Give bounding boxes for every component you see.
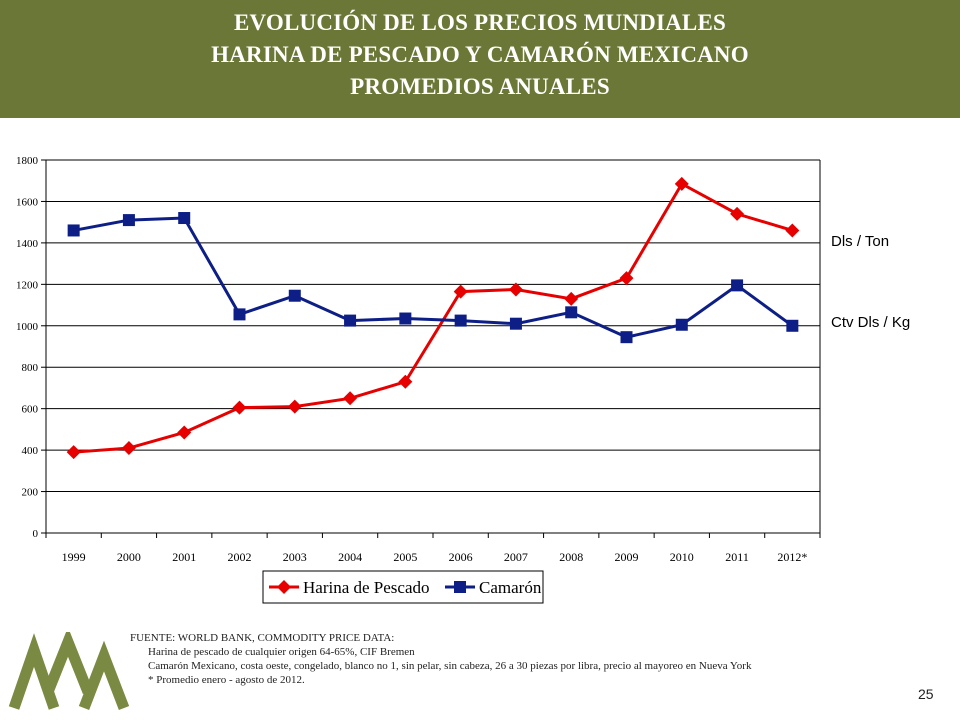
unit-label-harina: Dls / Ton <box>831 233 890 250</box>
page-number: 25 <box>918 686 934 702</box>
x-tick-label: 2012* <box>777 550 807 564</box>
data-point-harina <box>287 399 302 414</box>
x-tick-label: 2008 <box>559 550 583 564</box>
data-point-camaron <box>565 306 578 319</box>
x-tick-label: 2009 <box>615 550 639 564</box>
y-tick-label: 200 <box>22 487 39 499</box>
data-point-harina <box>785 223 800 238</box>
source-line-1: Harina de pescado de cualquier origen 64… <box>148 646 415 658</box>
source-notes: FUENTE: WORLD BANK, COMMODITY PRICE DATA… <box>130 631 930 687</box>
y-tick-label: 1400 <box>16 238 39 250</box>
series-line-1 <box>73 216 794 339</box>
data-point-camaron <box>67 224 80 237</box>
price-line-chart: 0 200 400 600 800 1000 1200 1400 1600 1800 1999 20… <box>16 155 821 604</box>
y-tick-label: 1200 <box>16 279 39 291</box>
data-point-camaron <box>675 318 688 331</box>
data-point-camaron <box>344 314 357 327</box>
data-point-camaron <box>620 331 633 344</box>
y-tick-label: 1600 <box>16 196 39 208</box>
data-point-camaron <box>122 214 135 227</box>
data-point-camaron <box>731 279 744 292</box>
title-line-2: HARINA DE PESCADO Y CAMARÓN MEXICANO <box>211 42 749 67</box>
data-point-harina <box>66 445 81 460</box>
data-point-harina <box>730 206 745 221</box>
data-point-harina <box>508 282 523 297</box>
y-axis-ticks: 0 200 400 600 800 1000 1200 1400 1600 1800 <box>16 155 46 540</box>
series-layer <box>66 176 800 460</box>
data-point-harina <box>177 425 192 440</box>
legend-marker-camaron <box>454 581 466 593</box>
data-point-camaron <box>786 319 799 332</box>
data-point-harina <box>398 374 413 389</box>
series-line-0 <box>73 181 793 454</box>
x-tick-label: 2007 <box>504 550 528 564</box>
data-point-harina <box>121 441 136 456</box>
company-logo-icon <box>8 632 130 710</box>
source-line-3: * Promedio enero - agosto de 2012. <box>148 674 305 686</box>
legend-box <box>262 570 544 604</box>
title-line-1: EVOLUCIÓN DE LOS PRECIOS MUNDIALES <box>234 10 726 35</box>
data-point-harina <box>564 291 579 306</box>
data-point-camaron <box>399 312 412 325</box>
y-tick-label: 1000 <box>16 321 39 333</box>
data-point-harina <box>343 391 358 406</box>
x-tick-label: 2004 <box>338 550 362 564</box>
x-tick-label: 2002 <box>228 550 252 564</box>
x-tick-label: 2003 <box>283 550 307 564</box>
data-point-camaron <box>509 317 522 330</box>
x-tick-label: 1999 <box>62 550 86 564</box>
data-point-camaron <box>454 314 467 327</box>
unit-label-camaron: Ctv Dls / Kg <box>831 314 911 331</box>
legend: Harina de Pescado Camarón <box>262 570 544 604</box>
legend-marker-harina <box>277 580 291 594</box>
data-point-harina <box>619 271 634 286</box>
legend-label-camaron: Camarón <box>479 578 542 597</box>
data-point-harina <box>232 400 247 415</box>
x-tick-label: 2005 <box>393 550 417 564</box>
data-point-harina <box>674 176 689 191</box>
data-point-camaron <box>178 212 191 225</box>
y-tick-label: 400 <box>22 445 39 457</box>
data-point-camaron <box>233 308 246 321</box>
x-tick-label: 2000 <box>117 550 141 564</box>
y-tick-label: 0 <box>33 528 39 540</box>
source-heading: FUENTE: WORLD BANK, COMMODITY PRICE DATA… <box>130 632 395 644</box>
y-tick-label: 600 <box>22 404 39 416</box>
data-point-camaron <box>288 289 301 302</box>
x-axis-ticks: 1999 2000 2001 2002 2003 2004 2005 2006 2007 2008… <box>45 533 821 564</box>
x-tick-label: 2001 <box>172 550 196 564</box>
gridlines <box>45 159 821 534</box>
x-tick-label: 2010 <box>670 550 694 564</box>
x-tick-label: 2011 <box>725 550 749 564</box>
title-line-3: PROMEDIOS ANUALES <box>350 74 610 99</box>
x-tick-label: 2006 <box>449 550 473 564</box>
title-banner: EVOLUCIÓN DE LOS PRECIOS MUNDIALES HARIN… <box>0 0 960 118</box>
y-tick-label: 1800 <box>16 155 39 167</box>
legend-label-harina: Harina de Pescado <box>303 578 430 597</box>
data-point-harina <box>453 284 468 299</box>
y-tick-label: 800 <box>22 362 39 374</box>
source-line-2: Camarón Mexicano, costa oeste, congelado… <box>148 660 752 672</box>
